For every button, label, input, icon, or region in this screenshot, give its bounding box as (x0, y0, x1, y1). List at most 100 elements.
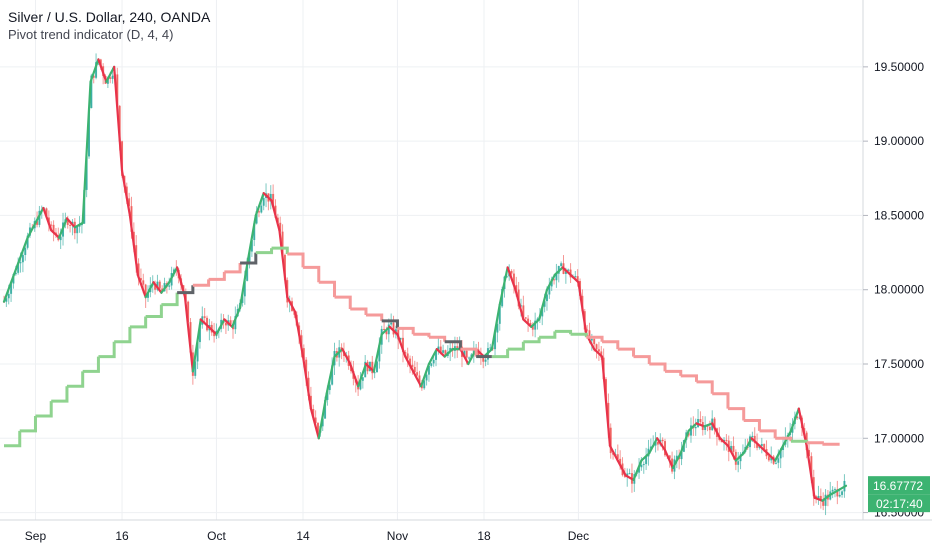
pivot-step (759, 429, 777, 439)
x-tick-label[interactable]: Nov (387, 529, 408, 543)
x-tick-label[interactable]: Sep (25, 529, 47, 543)
trend-segment (600, 355, 612, 447)
pivot-step (192, 279, 211, 287)
candle-body (427, 365, 430, 375)
candle-body (439, 346, 442, 353)
candle-body (59, 236, 62, 241)
y-tick-label[interactable]: 17.50000 (874, 357, 924, 371)
x-tick-label[interactable]: Oct (207, 529, 226, 543)
last-price-label: 16.67772 (873, 479, 923, 493)
trend-segment (294, 310, 305, 358)
candle-body (324, 399, 327, 419)
candle-body (413, 366, 416, 373)
y-tick-label[interactable]: 18.50000 (874, 208, 924, 222)
trend-segment (608, 444, 619, 462)
trend-segment (569, 273, 580, 284)
pivot-step (350, 307, 368, 315)
candle-body (401, 337, 404, 353)
candle-body (361, 377, 364, 381)
candle-body (371, 361, 374, 374)
trend-segment (309, 407, 320, 440)
pivot-step (428, 335, 447, 342)
indicator-label[interactable]: Pivot trend indicator (D, 4, 4) (8, 27, 174, 42)
candle-body (331, 365, 334, 385)
y-tick-label[interactable]: 19.50000 (874, 60, 924, 74)
candle-body (796, 416, 799, 419)
pivot-step (397, 326, 415, 335)
candle-body (203, 316, 206, 318)
candle-body (444, 350, 447, 357)
pivot-step (271, 246, 289, 255)
pivot-step (224, 262, 242, 274)
trend-segment (821, 493, 832, 502)
pivot-step (586, 335, 604, 342)
pivot-step (790, 439, 809, 443)
trend-segment (789, 407, 800, 432)
trend-segment (128, 214, 139, 276)
candle-body (246, 263, 249, 281)
candle-body (661, 439, 664, 442)
candle-body (418, 375, 421, 384)
candle-body (10, 283, 13, 294)
x-tick-label[interactable]: 14 (296, 529, 310, 543)
candle-body (314, 417, 317, 424)
pivot-step (51, 386, 69, 403)
trend-segment (333, 348, 344, 358)
candle-body (753, 435, 756, 443)
trend-segment (168, 266, 179, 284)
pivot-step (539, 331, 557, 339)
candle-body (496, 323, 499, 333)
candle-body (392, 322, 395, 335)
trend-segment (262, 192, 273, 202)
trend-segment (703, 422, 714, 428)
x-tick-label[interactable]: 18 (477, 529, 491, 543)
time-axis[interactable]: Sep 16 Oct 14 Nov 18 Dec (0, 519, 932, 543)
trend-segment (734, 452, 745, 462)
candle-body (654, 441, 657, 446)
trend-segment (286, 296, 297, 314)
x-tick-label[interactable]: 16 (115, 529, 129, 543)
candle-body (531, 325, 534, 330)
trend-segment (490, 303, 501, 351)
price-axis[interactable]: 19.50000 19.00000 18.50000 18.00000 17.50000… (862, 0, 924, 520)
candle-body (638, 467, 641, 473)
y-tick-label[interactable]: 17.00000 (874, 431, 924, 445)
candle-body (482, 357, 485, 362)
candle-body (95, 62, 98, 78)
candle-body (494, 332, 497, 350)
candle-body (87, 108, 90, 157)
candle-body (763, 444, 766, 450)
candle-body (373, 372, 376, 374)
candle-body (545, 294, 548, 302)
trend-segment (97, 58, 108, 83)
symbol-title[interactable]: Silver / U.S. Dollar, 240, OANDA (8, 9, 211, 25)
trend-segment (805, 444, 816, 499)
pivot-step (444, 340, 462, 350)
candle-body (383, 328, 386, 331)
candle-body (435, 350, 438, 360)
trend-segment (160, 281, 171, 294)
trend-segment (577, 281, 588, 336)
candle-body (489, 347, 492, 349)
pivot-step (491, 349, 510, 359)
candle-body (111, 75, 114, 79)
pivot-step (208, 271, 226, 281)
trend-segment (774, 444, 785, 462)
trend-segment (270, 199, 281, 232)
trend-segment (742, 437, 753, 455)
trend-segment (372, 333, 383, 373)
last-price-tag (868, 476, 930, 495)
candle-body (567, 269, 570, 271)
x-tick-label[interactable]: Dec (568, 529, 589, 543)
candle-body (751, 435, 754, 437)
trend-segment (238, 258, 250, 309)
trend-segment (357, 362, 368, 388)
y-tick-label[interactable]: 19.00000 (874, 134, 924, 148)
candle-body (708, 426, 711, 431)
candle-body (189, 322, 192, 353)
pivot-step (554, 329, 573, 335)
candle-body (527, 318, 530, 323)
y-tick-label[interactable]: 18.00000 (874, 283, 924, 297)
trend-segment (81, 80, 92, 224)
